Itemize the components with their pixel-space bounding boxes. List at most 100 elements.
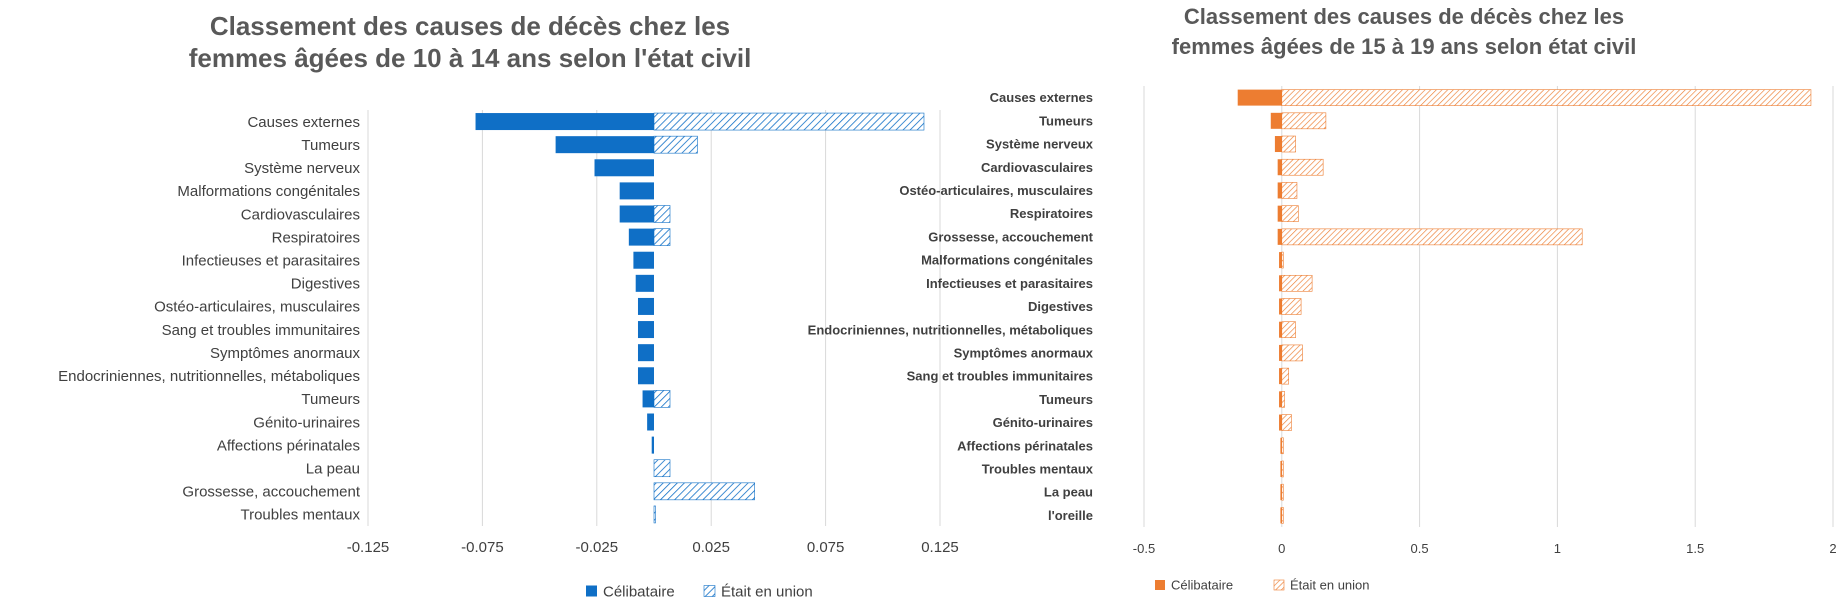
category-label: Ostéo-articulaires, musculaires xyxy=(899,183,1093,198)
bar-etait-en-union xyxy=(1281,89,1812,106)
x-tick-label: 0.5 xyxy=(1411,541,1429,556)
category-label: Infectieuses et parasitaires xyxy=(182,252,360,269)
category-label: Respiratoires xyxy=(272,229,360,246)
category-label: Tumeurs xyxy=(1039,392,1093,407)
bar-etait-en-union xyxy=(653,135,698,154)
bar-etait-en-union xyxy=(1281,437,1284,455)
category-label: Sang et troubles immunitaires xyxy=(907,369,1093,384)
bar-celibataire xyxy=(1277,159,1282,176)
bar-celibataire xyxy=(1277,228,1282,245)
category-label: Infectieuses et parasitaires xyxy=(926,276,1093,291)
bar-etait-en-union xyxy=(1281,298,1302,315)
bar-etait-en-union xyxy=(1281,158,1324,176)
bar-celibataire xyxy=(1279,414,1282,431)
category-label: Système nerveux xyxy=(244,160,360,177)
bar-etait-en-union xyxy=(653,112,925,131)
category-label: Sang et troubles immunitaires xyxy=(162,322,360,339)
x-tick-label: 0.075 xyxy=(807,539,845,556)
bar-celibataire xyxy=(1277,182,1282,199)
x-tick-label: 1 xyxy=(1554,541,1561,556)
legend-label-etait-en-union: Était en union xyxy=(721,583,813,600)
bar-celibataire xyxy=(637,321,654,339)
bar-etait-en-union xyxy=(1281,135,1296,153)
bar-etait-en-union xyxy=(1281,182,1298,199)
category-label: Symptômes anormaux xyxy=(954,345,1094,360)
bar-etait-en-union xyxy=(1281,483,1284,501)
chart-plot: -0.125 -0.075 -0.025 0.025 0.075 0.125 Causes … xyxy=(58,110,959,600)
x-tick-label: 0.025 xyxy=(692,539,730,556)
bar-etait-en-union xyxy=(1281,228,1583,246)
category-label: Affections périnatales xyxy=(217,437,360,454)
category-label: l'oreille xyxy=(1048,508,1093,523)
category-label: Ostéo-articulaires, musculaires xyxy=(154,299,360,316)
bar-etait-en-union xyxy=(1281,460,1284,478)
bar-celibataire xyxy=(651,436,654,454)
bar-etait-en-union xyxy=(653,390,671,408)
bar-etait-en-union xyxy=(653,459,671,478)
bar-celibataire xyxy=(1279,298,1282,315)
bar-celibataire xyxy=(647,413,654,431)
category-label: Génito-urinaires xyxy=(253,414,360,431)
chart-plot: -0.5 0 0.5 1 1.5 2 Causes externes Tumeurs Systè… xyxy=(808,86,1837,593)
x-tick-label: 0 xyxy=(1278,541,1285,556)
bar-celibataire xyxy=(619,205,654,223)
category-label: La peau xyxy=(1044,485,1093,500)
bar-celibataire xyxy=(633,251,654,269)
bar-celibataire xyxy=(555,136,654,154)
bar-celibataire xyxy=(637,344,654,362)
chart-title-line-2: femmes âgées de 15 à 19 ans selon état c… xyxy=(1171,34,1637,59)
category-label: Tumeurs xyxy=(301,137,360,154)
bar-celibataire xyxy=(1280,460,1282,477)
x-tick-label: 1.5 xyxy=(1686,541,1704,556)
bar-celibataire xyxy=(1280,484,1282,501)
bar-etait-en-union xyxy=(1281,344,1303,362)
x-tick-label: -0.025 xyxy=(576,539,619,556)
category-label: Digestives xyxy=(291,276,360,293)
bar-celibataire xyxy=(594,159,654,177)
x-tick-label: 2 xyxy=(1829,541,1836,556)
legend-swatch-celibataire xyxy=(586,585,597,597)
bar-etait-en-union xyxy=(653,205,671,223)
x-tick-label: -0.5 xyxy=(1133,541,1155,556)
bar-celibataire xyxy=(628,228,654,246)
bar-etait-en-union xyxy=(1281,321,1296,339)
chart-title: Classement des causes de décès chez les … xyxy=(0,10,940,74)
category-label: Causes externes xyxy=(247,114,360,131)
category-label: Tumeurs xyxy=(301,391,360,408)
bar-celibataire xyxy=(1279,275,1282,292)
legend-label-etait-en-union: Était en union xyxy=(1290,578,1370,593)
bar-etait-en-union xyxy=(1281,507,1284,524)
category-label: Endocriniennes, nutritionnelles, métabol… xyxy=(808,322,1093,337)
bar-celibataire xyxy=(1277,205,1282,222)
bar-celibataire xyxy=(1279,368,1282,385)
bar-etait-en-union xyxy=(653,482,755,501)
legend-swatch-celibataire xyxy=(1155,580,1165,590)
bar-etait-en-union xyxy=(1281,274,1313,292)
category-label: Cardiovasculaires xyxy=(981,160,1093,175)
bar-etait-en-union xyxy=(1281,251,1284,269)
bar-celibataire xyxy=(1280,437,1282,454)
chart-title-line-2: femmes âgées de 10 à 14 ans selon l'état… xyxy=(188,43,752,73)
bar-celibataire xyxy=(642,390,654,408)
bar-etait-en-union xyxy=(653,228,671,246)
bar-celibataire xyxy=(635,274,654,292)
category-label: Affections périnatales xyxy=(957,438,1093,453)
category-label: Système nerveux xyxy=(986,137,1094,152)
bar-etait-en-union xyxy=(1281,391,1285,408)
bar-etait-en-union xyxy=(1281,414,1292,431)
category-label: Causes externes xyxy=(990,90,1093,105)
bar-celibataire xyxy=(475,113,654,131)
bar-etait-en-union xyxy=(653,505,656,524)
chart-title-line-1: Classement des causes de décès chez les xyxy=(1183,4,1625,29)
category-label: Génito-urinaires xyxy=(993,415,1093,430)
category-label: Malformations congénitales xyxy=(921,253,1093,268)
chart-title: Classement des causes de décès chez les … xyxy=(960,2,1848,62)
category-label: Troubles mentaux xyxy=(982,462,1094,477)
bar-etait-en-union xyxy=(1281,205,1299,222)
bar-celibataire xyxy=(1270,112,1282,129)
bar-etait-en-union xyxy=(1281,367,1289,385)
bar-celibataire xyxy=(1279,344,1282,361)
bar-etait-en-union xyxy=(1281,112,1327,130)
chart-15-19: Classement des causes de décès chez les … xyxy=(808,0,1848,605)
bar-celibataire xyxy=(1279,321,1282,338)
